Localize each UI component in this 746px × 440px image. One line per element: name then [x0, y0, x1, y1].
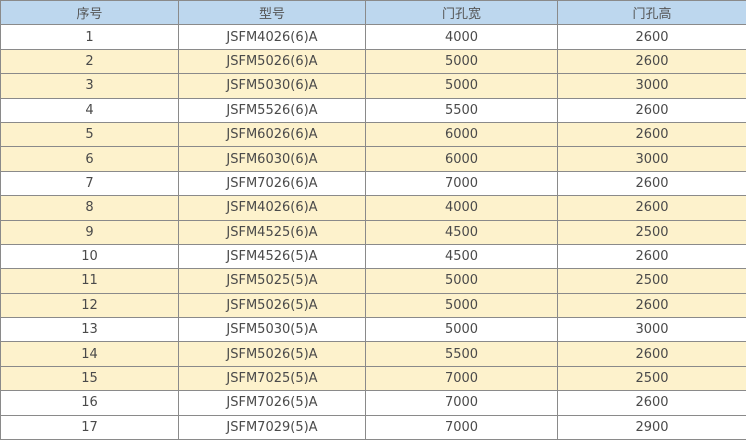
table-row: 7 JSFM7026(6)A 7000 2600	[0, 170, 746, 197]
cell-height: 2500	[557, 219, 746, 245]
cell-width: 7000	[365, 365, 558, 392]
table-row: 11 JSFM5025(5)A 5000 2500	[0, 268, 746, 294]
table-row: 9 JSFM4525(6)A 4500 2500	[0, 219, 746, 245]
cell-height: 2600	[557, 97, 746, 123]
cell-index: 10	[0, 243, 179, 270]
table-row: 4 JSFM5526(6)A 5500 2600	[0, 97, 746, 123]
table-row: 5 JSFM6026(6)A 6000 2600	[0, 121, 746, 148]
table-row: 1 JSFM4026(6)A 4000 2600	[0, 24, 746, 50]
cell-height: 2600	[557, 390, 746, 416]
cell-index: 9	[0, 219, 179, 245]
cell-width: 4500	[365, 219, 558, 245]
table-row: 15 JSFM7025(5)A 7000 2500	[0, 365, 746, 392]
table-body: 1 JSFM4026(6)A 4000 2600 2 JSFM5026(6)A 5000 26…	[0, 24, 746, 440]
cell-model: JSFM4026(6)A	[178, 195, 366, 221]
cell-width: 4500	[365, 243, 558, 270]
cell-index: 12	[0, 292, 179, 319]
cell-width: 7000	[365, 170, 558, 197]
cell-height: 2600	[557, 24, 746, 50]
cell-model: JSFM5030(6)A	[178, 73, 366, 99]
cell-index: 13	[0, 317, 179, 343]
cell-index: 17	[0, 414, 179, 440]
cell-index: 1	[0, 24, 179, 50]
cell-model: JSFM7026(5)A	[178, 390, 366, 416]
cell-model: JSFM4525(6)A	[178, 219, 366, 245]
header-width: 门孔宽	[365, 0, 558, 26]
cell-width: 5500	[365, 341, 558, 367]
cell-model: JSFM6026(6)A	[178, 121, 366, 148]
cell-model: JSFM5025(5)A	[178, 268, 366, 294]
cell-model: JSFM5526(6)A	[178, 97, 366, 123]
cell-height: 2900	[557, 414, 746, 440]
cell-index: 7	[0, 170, 179, 197]
cell-model: JSFM7029(5)A	[178, 414, 366, 440]
cell-model: JSFM7025(5)A	[178, 365, 366, 392]
cell-model: JSFM5026(5)A	[178, 341, 366, 367]
table-row: 8 JSFM4026(6)A 4000 2600	[0, 195, 746, 221]
cell-index: 4	[0, 97, 179, 123]
cell-width: 5000	[365, 292, 558, 319]
cell-height: 2600	[557, 243, 746, 270]
table-row: 14 JSFM5026(5)A 5500 2600	[0, 341, 746, 367]
cell-model: JSFM5030(5)A	[178, 317, 366, 343]
table-row: 12 JSFM5026(5)A 5000 2600	[0, 292, 746, 319]
cell-width: 6000	[365, 146, 558, 172]
cell-height: 2500	[557, 365, 746, 392]
cell-index: 11	[0, 268, 179, 294]
cell-model: JSFM6030(6)A	[178, 146, 366, 172]
cell-index: 14	[0, 341, 179, 367]
cell-height: 2600	[557, 121, 746, 148]
cell-width: 7000	[365, 390, 558, 416]
table-row: 10 JSFM4526(5)A 4500 2600	[0, 243, 746, 270]
cell-model: JSFM7026(6)A	[178, 170, 366, 197]
cell-width: 6000	[365, 121, 558, 148]
cell-height: 3000	[557, 73, 746, 99]
header-index: 序号	[0, 0, 179, 26]
header-height: 门孔高	[557, 0, 746, 26]
cell-index: 3	[0, 73, 179, 99]
cell-height: 3000	[557, 317, 746, 343]
cell-index: 8	[0, 195, 179, 221]
table-row: 13 JSFM5030(5)A 5000 3000	[0, 317, 746, 343]
table-row: 3 JSFM5030(6)A 5000 3000	[0, 73, 746, 99]
cell-width: 5000	[365, 73, 558, 99]
cell-height: 2600	[557, 292, 746, 319]
cell-width: 4000	[365, 195, 558, 221]
cell-model: JSFM4026(6)A	[178, 24, 366, 50]
cell-width: 5000	[365, 48, 558, 75]
cell-height: 2600	[557, 170, 746, 197]
cell-height: 2600	[557, 195, 746, 221]
cell-height: 2600	[557, 48, 746, 75]
header-model: 型号	[178, 0, 366, 26]
cell-index: 6	[0, 146, 179, 172]
cell-index: 16	[0, 390, 179, 416]
table-row: 17 JSFM7029(5)A 7000 2900	[0, 414, 746, 440]
table-row: 6 JSFM6030(6)A 6000 3000	[0, 146, 746, 172]
cell-index: 5	[0, 121, 179, 148]
cell-model: JSFM5026(5)A	[178, 292, 366, 319]
cell-height: 2600	[557, 341, 746, 367]
cell-width: 7000	[365, 414, 558, 440]
cell-width: 5500	[365, 97, 558, 123]
cell-width: 5000	[365, 268, 558, 294]
cell-width: 4000	[365, 24, 558, 50]
cell-model: JSFM5026(6)A	[178, 48, 366, 75]
cell-width: 5000	[365, 317, 558, 343]
table-row: 2 JSFM5026(6)A 5000 2600	[0, 48, 746, 75]
cell-model: JSFM4526(5)A	[178, 243, 366, 270]
table-row: 16 JSFM7026(5)A 7000 2600	[0, 390, 746, 416]
header-row: 序号 型号 门孔宽 门孔高	[0, 0, 746, 26]
cell-height: 3000	[557, 146, 746, 172]
cell-index: 15	[0, 365, 179, 392]
cell-index: 2	[0, 48, 179, 75]
cell-height: 2500	[557, 268, 746, 294]
